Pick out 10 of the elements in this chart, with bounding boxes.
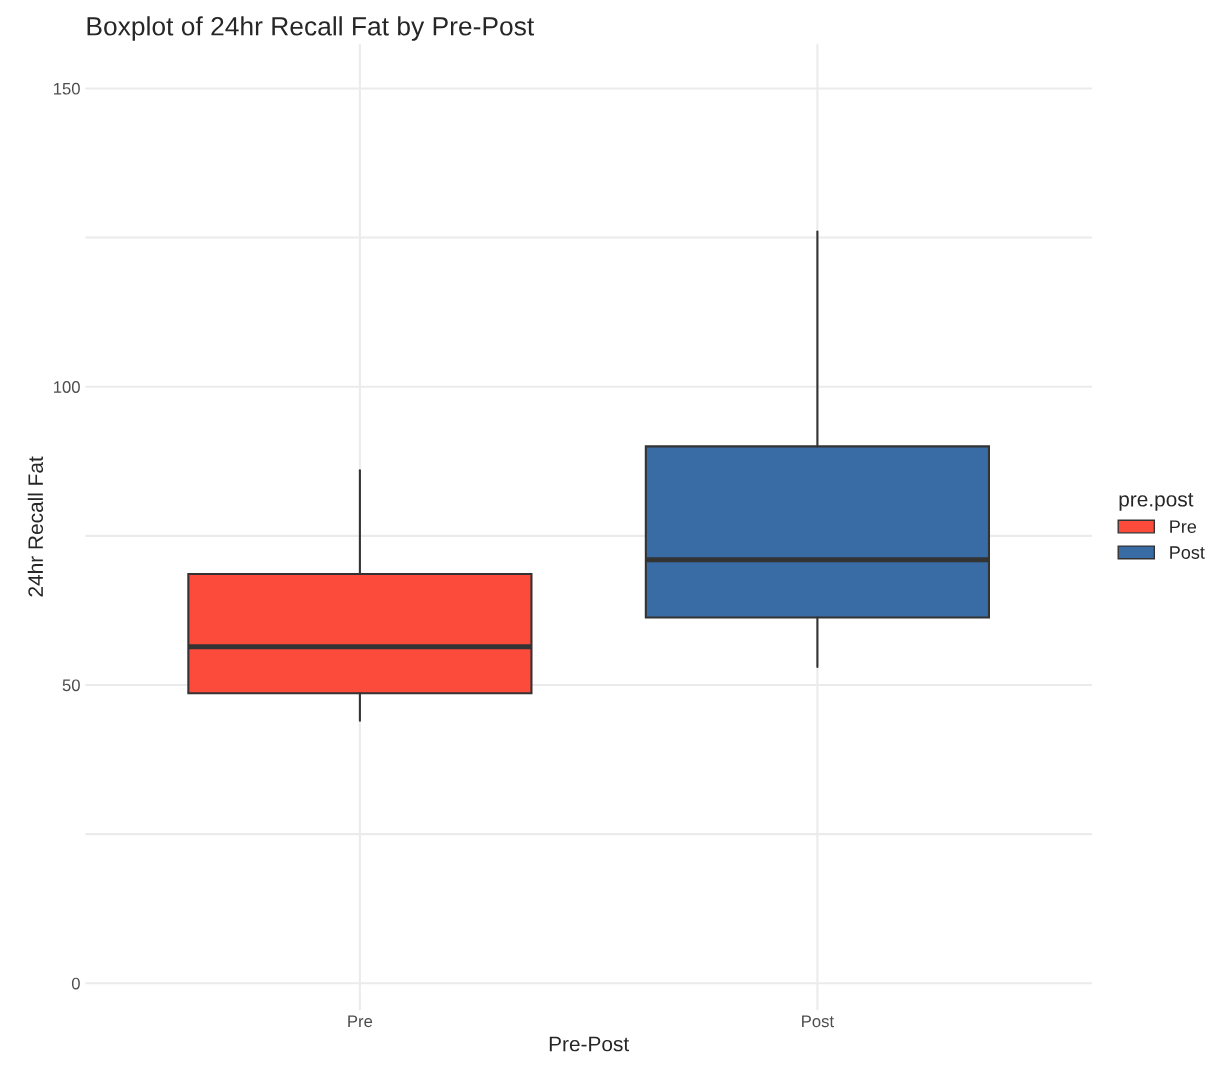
y-tick-label: 0 [71,977,80,990]
y-tick-label: 100 [54,381,80,393]
y-axis-title: 24hr Recall Fat [27,456,44,597]
legend-title: pre.post [1119,492,1194,511]
x-axis-title: Pre-Post [549,1036,630,1052]
legend-label: Post [1170,546,1205,559]
y-tick-label: 150 [54,82,80,95]
chart-title: Boxplot of 24hr Recall Fat by Pre-Post [87,16,535,41]
legend-label: Pre [1170,520,1197,534]
y-tick-label: 50 [62,679,80,692]
